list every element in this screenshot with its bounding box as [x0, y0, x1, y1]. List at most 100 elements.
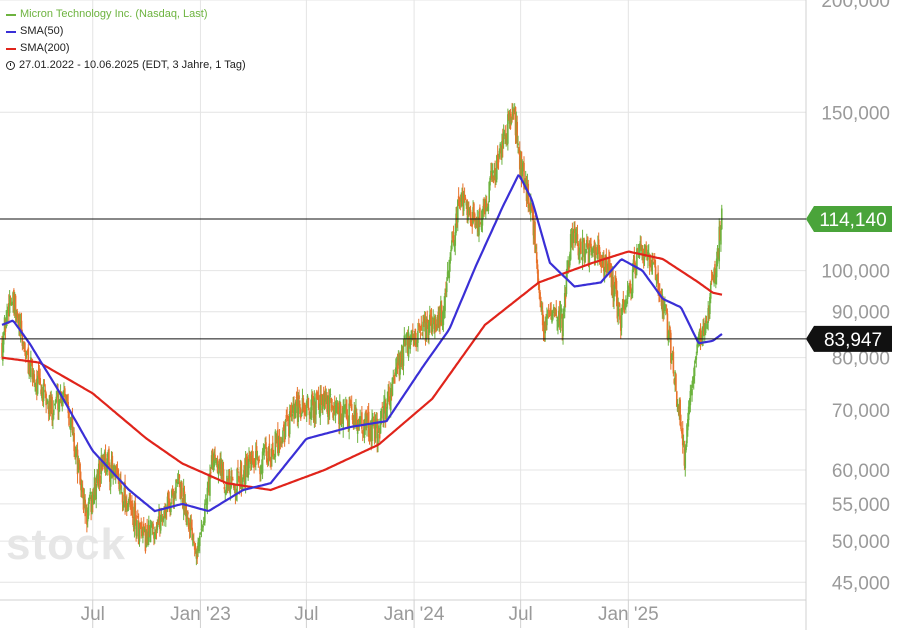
candle-body	[260, 468, 263, 470]
candle-body	[309, 414, 311, 416]
candle-body	[230, 476, 232, 488]
candle-body	[569, 234, 572, 260]
candle-body	[183, 491, 186, 514]
sma50-line	[1, 174, 723, 513]
candle-body	[409, 340, 412, 350]
candle-body	[23, 347, 25, 349]
candle-body	[8, 296, 11, 314]
candle-body	[268, 443, 271, 460]
candle-body	[414, 328, 417, 341]
candle-body	[667, 335, 670, 339]
candle-body	[458, 202, 461, 204]
candle-body	[501, 137, 504, 149]
candle-body	[663, 304, 665, 314]
candle-body	[554, 307, 557, 314]
candle-body	[305, 400, 308, 416]
candle-body	[221, 463, 223, 473]
candle-body	[111, 455, 114, 472]
candle-body	[258, 459, 260, 461]
candle-body	[137, 516, 139, 518]
candle-body	[74, 449, 76, 455]
candle-body	[109, 473, 112, 487]
candle-body	[511, 111, 513, 120]
candle-body	[295, 396, 298, 398]
candle-body	[52, 409, 55, 416]
candle-body	[29, 362, 31, 374]
candle-body	[54, 403, 57, 405]
candle-body	[431, 323, 434, 332]
candle-body	[181, 482, 183, 497]
candle-body	[558, 310, 560, 326]
candle-body	[440, 301, 442, 322]
candle-body	[148, 520, 150, 542]
candle-body	[256, 455, 259, 459]
candle-body	[311, 393, 314, 399]
candle-body	[328, 397, 331, 411]
candle-body	[284, 419, 287, 437]
candle-body	[513, 107, 516, 113]
candle-body	[620, 307, 623, 328]
candle-body	[520, 151, 523, 181]
candle-body	[257, 460, 260, 465]
candle-body	[219, 458, 221, 472]
candle-body	[678, 403, 681, 417]
candle-body	[626, 290, 629, 300]
candle-body	[423, 317, 425, 323]
candle-body	[288, 420, 290, 437]
candle-body	[179, 481, 182, 499]
candle-body	[134, 502, 137, 521]
candle-body	[533, 224, 535, 239]
candle-body	[446, 271, 449, 280]
candle-body	[81, 487, 84, 492]
candle-body	[37, 372, 40, 376]
candle-body	[177, 478, 180, 480]
candle-body	[13, 298, 16, 315]
candle-body	[116, 470, 119, 474]
candle-body	[333, 410, 335, 413]
candle-body	[191, 527, 193, 541]
candle-body	[590, 243, 592, 252]
candle-body	[592, 245, 595, 251]
candle-body	[462, 190, 464, 207]
candle-body	[162, 517, 165, 521]
candle-body	[38, 373, 41, 384]
candle-body	[610, 267, 613, 288]
candle-body	[711, 274, 714, 278]
candle-body	[350, 404, 352, 406]
candle-body	[474, 223, 477, 225]
candle-body	[601, 263, 603, 268]
candle-body	[85, 508, 87, 513]
candle-body	[608, 259, 611, 275]
candle-body	[541, 306, 543, 310]
candle-body	[505, 134, 507, 144]
candle-body	[48, 395, 51, 414]
candle-body	[306, 395, 309, 400]
candle-body	[384, 403, 387, 420]
candle-body	[679, 399, 681, 426]
candle-body	[155, 526, 158, 534]
candle-body	[361, 412, 363, 429]
candle-body	[460, 200, 462, 202]
candle-body	[578, 251, 580, 261]
candle-body	[291, 414, 294, 417]
candle-body	[131, 503, 133, 507]
candle-body	[355, 407, 357, 420]
candle-body	[688, 405, 691, 413]
candle-body	[473, 203, 475, 220]
candle-body	[600, 262, 603, 267]
candle-body	[58, 400, 60, 413]
candle-body	[485, 200, 487, 212]
candle-body	[63, 390, 65, 395]
candle-body	[718, 226, 721, 262]
candle-body	[434, 315, 436, 331]
candle-body	[566, 260, 569, 274]
candle-body	[706, 323, 709, 329]
candle-body	[287, 416, 289, 418]
candle-body	[428, 322, 430, 336]
candle-body	[218, 461, 221, 469]
candle-body	[206, 487, 209, 505]
candle-body	[675, 374, 677, 391]
candle-body	[391, 377, 394, 396]
candle-body	[523, 162, 525, 190]
candle-body	[685, 446, 687, 451]
